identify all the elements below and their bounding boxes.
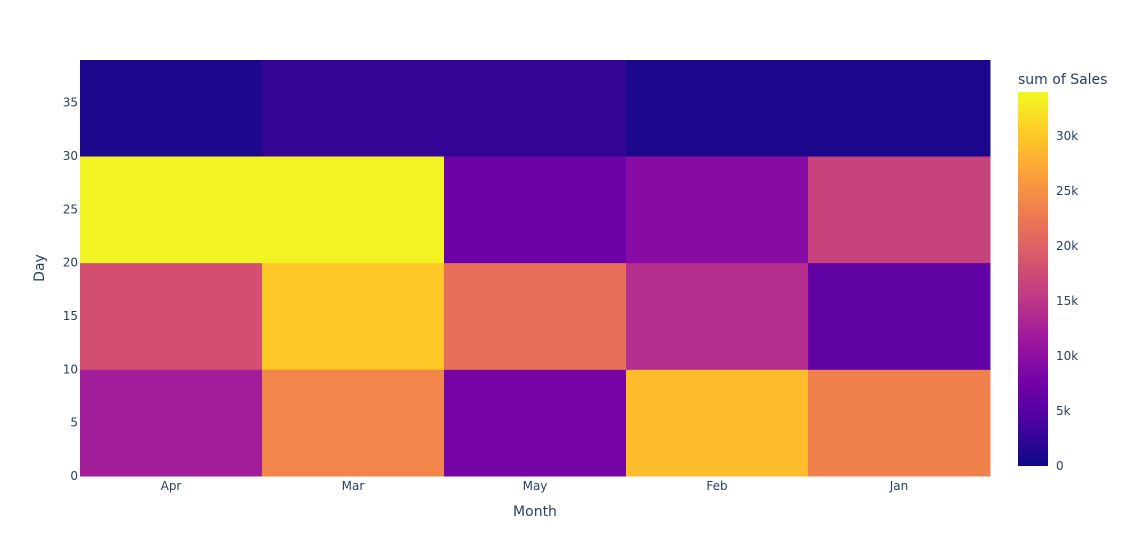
heatmap-cell-may-0 (444, 369, 627, 477)
heatmap-cell-may-30 (444, 60, 627, 157)
heatmap-cell-feb-10 (626, 262, 809, 370)
y-axis-ticks: 0 5 10 15 20 25 30 35 (63, 96, 78, 483)
colorbar-tick-label: 5k (1056, 404, 1071, 418)
y-tick-label: 30 (63, 149, 78, 163)
heatmap-cell-feb-0 (626, 369, 809, 477)
x-tick-label: Apr (161, 479, 182, 493)
colorbar-tick-label: 15k (1056, 294, 1078, 308)
heatmap-cell-apr-0 (80, 369, 263, 477)
heatmap-cell-feb-20 (626, 156, 809, 264)
heatmap-cell-jan-0 (808, 369, 991, 477)
y-axis-title: Day (32, 254, 48, 282)
colorbar-tick-label: 20k (1056, 239, 1078, 253)
heatmap-cell-apr-20 (80, 156, 263, 264)
y-tick-label: 5 (70, 416, 78, 430)
colorbar-title: sum of Sales (1018, 72, 1107, 88)
heatmap-cell-mar-30 (262, 60, 445, 157)
heatmap-cell-mar-20 (262, 156, 445, 264)
x-tick-label: May (523, 479, 548, 493)
heatmap-cell-feb-30 (626, 60, 809, 157)
x-tick-label: Feb (706, 479, 727, 493)
heatmap-cell-apr-30 (80, 60, 263, 157)
y-tick-label: 15 (63, 309, 78, 323)
y-tick-label: 35 (63, 96, 78, 110)
heatmap-cell-jan-30 (808, 60, 991, 157)
heatmap-cells (80, 60, 991, 477)
heatmap-cell-mar-0 (262, 369, 445, 477)
x-axis-ticks: Apr Mar May Feb Jan (161, 479, 909, 493)
colorbar-tick-label: 0 (1056, 459, 1064, 473)
heatmap-cell-apr-10 (80, 262, 263, 370)
colorbar-tick-label: 10k (1056, 349, 1078, 363)
colorbar-ticks: 0 5k 10k 15k 20k 25k 30k (1056, 129, 1078, 473)
heatmap-cell-jan-10 (808, 262, 991, 370)
y-tick-label: 20 (63, 256, 78, 270)
x-tick-label: Jan (889, 479, 909, 493)
heatmap-cell-may-20 (444, 156, 627, 264)
y-tick-label: 0 (70, 469, 78, 483)
colorbar-tick-label: 30k (1056, 129, 1078, 143)
colorbar-tick-label: 25k (1056, 184, 1078, 198)
x-axis-title: Month (513, 504, 557, 520)
x-tick-label: Mar (342, 479, 365, 493)
heatmap-cell-jan-20 (808, 156, 991, 264)
y-tick-label: 10 (63, 362, 78, 376)
colorbar (1018, 92, 1048, 466)
heatmap-cell-mar-10 (262, 262, 445, 370)
heatmap-cell-may-10 (444, 262, 627, 370)
y-tick-label: 25 (63, 202, 78, 216)
